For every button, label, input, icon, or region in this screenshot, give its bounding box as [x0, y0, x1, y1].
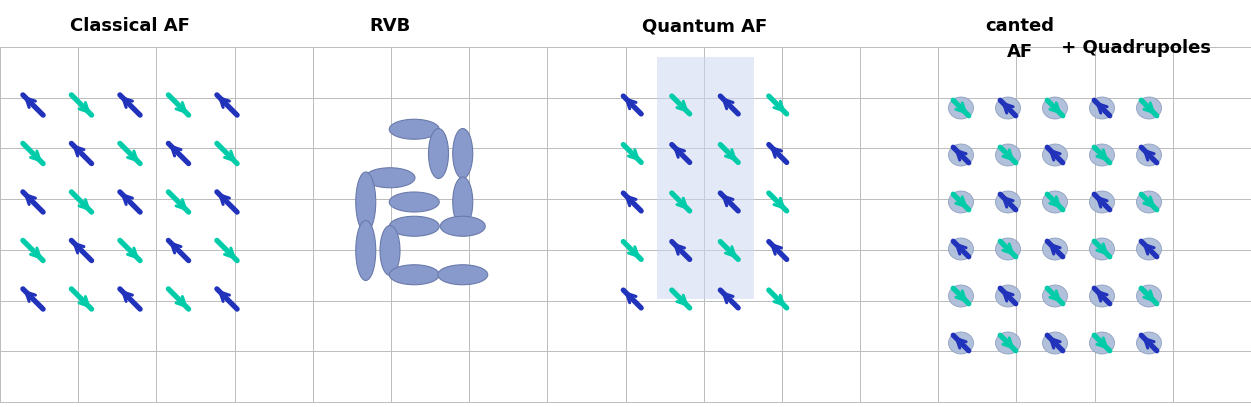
Ellipse shape — [1136, 285, 1161, 307]
Ellipse shape — [996, 97, 1021, 119]
Ellipse shape — [1042, 144, 1067, 166]
Ellipse shape — [389, 119, 439, 139]
Bar — [706, 153, 753, 202]
Text: Classical AF: Classical AF — [70, 17, 190, 35]
Bar — [706, 105, 753, 153]
Ellipse shape — [355, 221, 375, 280]
Ellipse shape — [453, 177, 473, 227]
Ellipse shape — [1042, 285, 1067, 307]
Ellipse shape — [380, 225, 400, 276]
Ellipse shape — [429, 129, 449, 179]
Ellipse shape — [948, 97, 973, 119]
Ellipse shape — [948, 285, 973, 307]
Ellipse shape — [440, 216, 485, 236]
Bar — [706, 202, 753, 250]
Ellipse shape — [996, 285, 1021, 307]
Ellipse shape — [1090, 97, 1115, 119]
Text: AF: AF — [1007, 43, 1033, 61]
Ellipse shape — [948, 191, 973, 213]
Bar — [657, 202, 706, 250]
Text: + Quadrupoles: + Quadrupoles — [1055, 39, 1211, 57]
Ellipse shape — [948, 332, 973, 354]
Text: RVB: RVB — [369, 17, 410, 35]
Text: Quantum AF: Quantum AF — [642, 17, 768, 35]
Ellipse shape — [996, 332, 1021, 354]
Ellipse shape — [365, 168, 415, 188]
Bar — [706, 57, 753, 105]
Ellipse shape — [1042, 97, 1067, 119]
Ellipse shape — [996, 238, 1021, 260]
Bar — [657, 250, 706, 299]
Ellipse shape — [1136, 97, 1161, 119]
Ellipse shape — [1042, 332, 1067, 354]
Ellipse shape — [1136, 191, 1161, 213]
Text: canted: canted — [986, 17, 1055, 35]
Ellipse shape — [389, 192, 439, 212]
Bar — [657, 105, 706, 153]
Ellipse shape — [948, 144, 973, 166]
Ellipse shape — [996, 144, 1021, 166]
Ellipse shape — [1136, 332, 1161, 354]
Bar — [706, 250, 753, 299]
Ellipse shape — [453, 129, 473, 179]
Ellipse shape — [1090, 191, 1115, 213]
Ellipse shape — [1090, 285, 1115, 307]
Ellipse shape — [1090, 144, 1115, 166]
Ellipse shape — [355, 172, 375, 232]
Ellipse shape — [1042, 238, 1067, 260]
Ellipse shape — [438, 265, 488, 285]
Ellipse shape — [996, 191, 1021, 213]
Ellipse shape — [389, 216, 439, 236]
Ellipse shape — [1090, 332, 1115, 354]
Bar — [657, 153, 706, 202]
Ellipse shape — [1090, 238, 1115, 260]
Ellipse shape — [1136, 238, 1161, 260]
Ellipse shape — [1042, 191, 1067, 213]
Ellipse shape — [389, 265, 439, 285]
Ellipse shape — [948, 238, 973, 260]
Bar — [657, 57, 706, 105]
Ellipse shape — [1136, 144, 1161, 166]
